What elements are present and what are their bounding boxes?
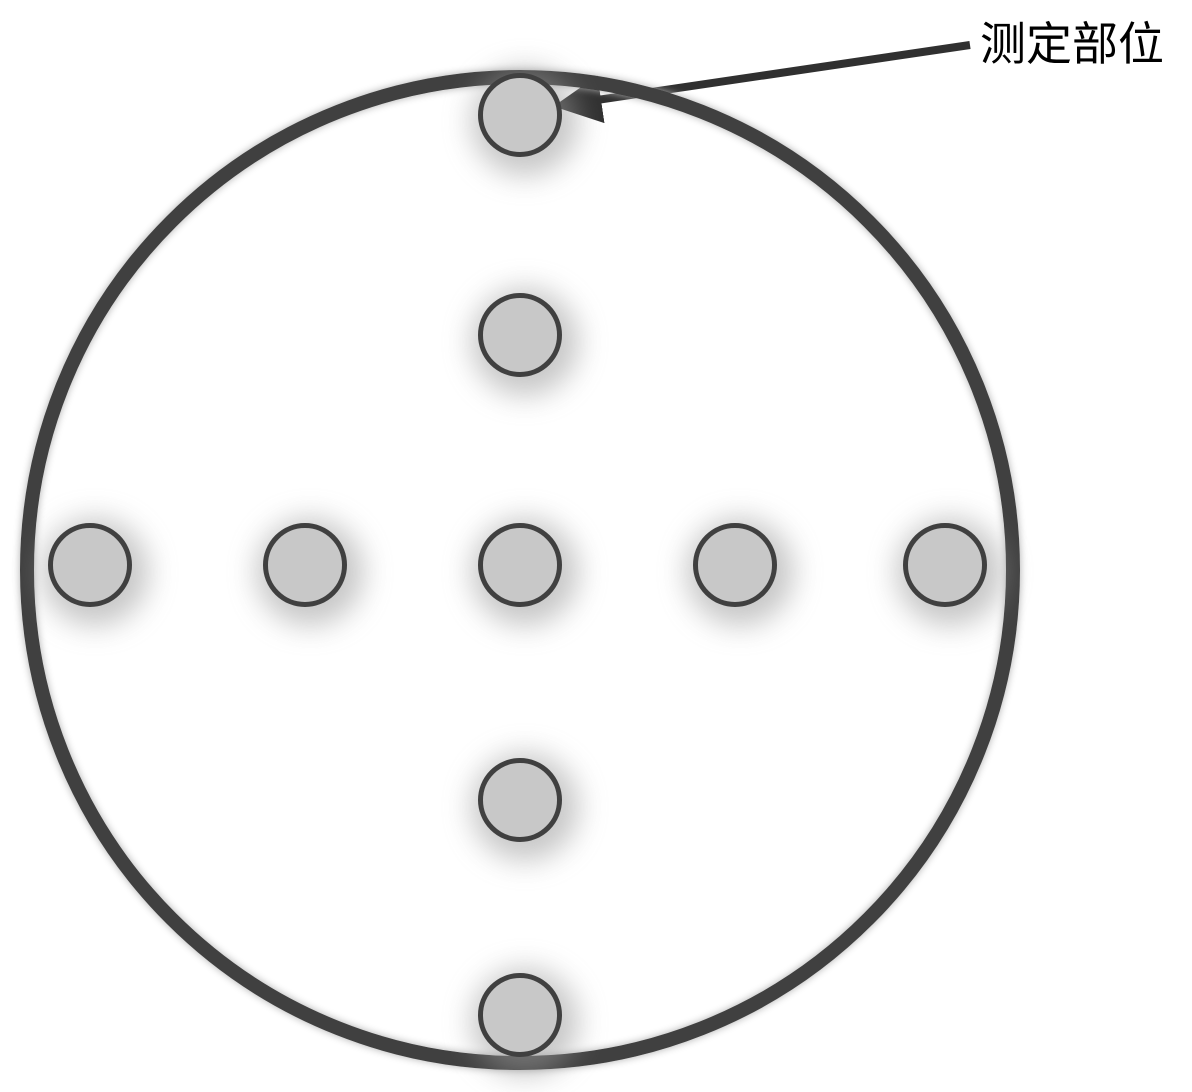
dot-icon [478,758,562,842]
dot-icon [48,523,132,607]
dot-icon [478,973,562,1057]
dot-icon [478,73,562,157]
dot-icon [903,523,987,607]
dot-icon [478,293,562,377]
dot-icon [693,523,777,607]
dot-icon [478,523,562,607]
annotation-text: 测定部位 [980,19,1164,70]
diagram-canvas: 测定部位 [0,0,1192,1092]
dot-icon [263,523,347,607]
annotation-label: 测定部位 [980,8,1164,74]
